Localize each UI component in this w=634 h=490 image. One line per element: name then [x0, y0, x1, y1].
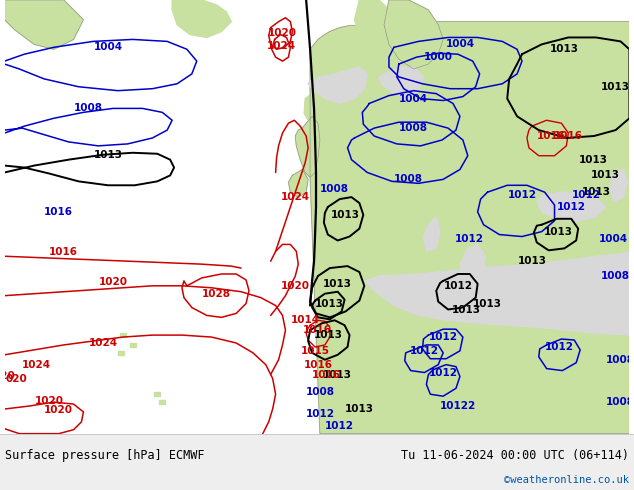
Text: 1008: 1008 — [399, 123, 428, 133]
Polygon shape — [308, 67, 367, 103]
Polygon shape — [304, 94, 316, 120]
Text: 1024: 1024 — [281, 192, 310, 202]
Text: 1013: 1013 — [323, 279, 353, 289]
Text: 1008: 1008 — [601, 271, 630, 281]
Text: 1013: 1013 — [313, 330, 342, 340]
Polygon shape — [120, 333, 126, 337]
Polygon shape — [4, 0, 84, 49]
Text: 1014: 1014 — [290, 315, 320, 325]
Text: 1016: 1016 — [311, 369, 340, 380]
Text: 1013: 1013 — [544, 226, 573, 237]
Polygon shape — [288, 170, 308, 197]
Polygon shape — [295, 116, 320, 177]
Text: ©weatheronline.co.uk: ©weatheronline.co.uk — [504, 475, 629, 485]
Text: 1008: 1008 — [394, 174, 423, 184]
Polygon shape — [159, 400, 165, 404]
Text: 1012: 1012 — [507, 190, 536, 200]
Text: 1013: 1013 — [473, 298, 502, 309]
Text: 1013: 1013 — [517, 256, 547, 266]
Text: 1012: 1012 — [429, 368, 458, 377]
Text: 1008: 1008 — [606, 397, 634, 407]
Text: 1008: 1008 — [306, 387, 335, 397]
Text: 1012: 1012 — [410, 346, 439, 356]
Text: 1004: 1004 — [93, 42, 122, 52]
Text: 1024: 1024 — [267, 41, 296, 51]
Polygon shape — [365, 61, 377, 87]
Text: 1016: 1016 — [554, 131, 583, 141]
Text: 1012: 1012 — [306, 409, 335, 419]
Text: 1013: 1013 — [601, 82, 630, 92]
Text: 1016: 1016 — [44, 207, 74, 217]
Polygon shape — [537, 192, 605, 222]
Text: 1012: 1012 — [545, 342, 574, 352]
Polygon shape — [384, 0, 443, 69]
Text: 1013: 1013 — [581, 187, 611, 197]
Polygon shape — [130, 343, 136, 347]
Text: 1016: 1016 — [537, 131, 566, 141]
Text: 1016: 1016 — [304, 360, 332, 369]
Polygon shape — [354, 0, 394, 39]
Text: 1016: 1016 — [302, 325, 332, 335]
Polygon shape — [365, 252, 630, 335]
Text: 1012: 1012 — [572, 190, 600, 200]
Text: 1000: 1000 — [424, 52, 453, 62]
Text: 1020: 1020 — [34, 396, 63, 406]
Text: 1013: 1013 — [451, 305, 481, 316]
Text: 1020: 1020 — [98, 277, 127, 287]
Text: 1028: 1028 — [202, 289, 231, 299]
Text: 1012: 1012 — [429, 332, 458, 342]
Text: 1013: 1013 — [592, 171, 620, 180]
Polygon shape — [172, 0, 231, 37]
Text: 1024: 1024 — [22, 360, 51, 369]
Text: 1012: 1012 — [455, 234, 484, 244]
Text: 1024: 1024 — [89, 338, 118, 348]
Polygon shape — [118, 351, 124, 355]
Text: 1004: 1004 — [445, 39, 474, 49]
Text: 10122: 10122 — [440, 401, 476, 411]
Text: 020: 020 — [0, 371, 15, 382]
Text: 1012: 1012 — [557, 202, 586, 212]
Polygon shape — [610, 170, 628, 202]
Text: 1004: 1004 — [399, 94, 428, 103]
Polygon shape — [155, 392, 160, 396]
Text: 1016: 1016 — [49, 247, 78, 257]
Text: 1015: 1015 — [301, 346, 330, 356]
Text: 1020: 1020 — [44, 405, 74, 415]
Text: 1008: 1008 — [606, 355, 634, 365]
Text: 1013: 1013 — [315, 298, 344, 309]
Text: 1004: 1004 — [599, 234, 628, 244]
Text: 1013: 1013 — [550, 44, 579, 54]
Text: Surface pressure [hPa] ECMWF: Surface pressure [hPa] ECMWF — [5, 448, 205, 462]
Text: 1020: 1020 — [281, 281, 310, 291]
Text: 1013: 1013 — [94, 150, 122, 160]
Text: 1008: 1008 — [320, 184, 349, 194]
Text: 1012: 1012 — [443, 281, 472, 291]
Polygon shape — [310, 22, 630, 434]
Text: Tu 11-06-2024 00:00 UTC (06+114): Tu 11-06-2024 00:00 UTC (06+114) — [401, 448, 629, 462]
Text: 1013: 1013 — [323, 369, 353, 380]
Polygon shape — [379, 67, 424, 98]
Text: 1012: 1012 — [325, 421, 354, 431]
Polygon shape — [424, 217, 440, 251]
Text: 020: 020 — [6, 374, 27, 385]
Text: 1013: 1013 — [331, 210, 360, 220]
Text: 1013: 1013 — [345, 404, 374, 414]
Text: 1020: 1020 — [268, 27, 297, 38]
Text: 1013: 1013 — [578, 155, 607, 165]
Text: 1008: 1008 — [74, 103, 103, 113]
Polygon shape — [460, 245, 486, 281]
